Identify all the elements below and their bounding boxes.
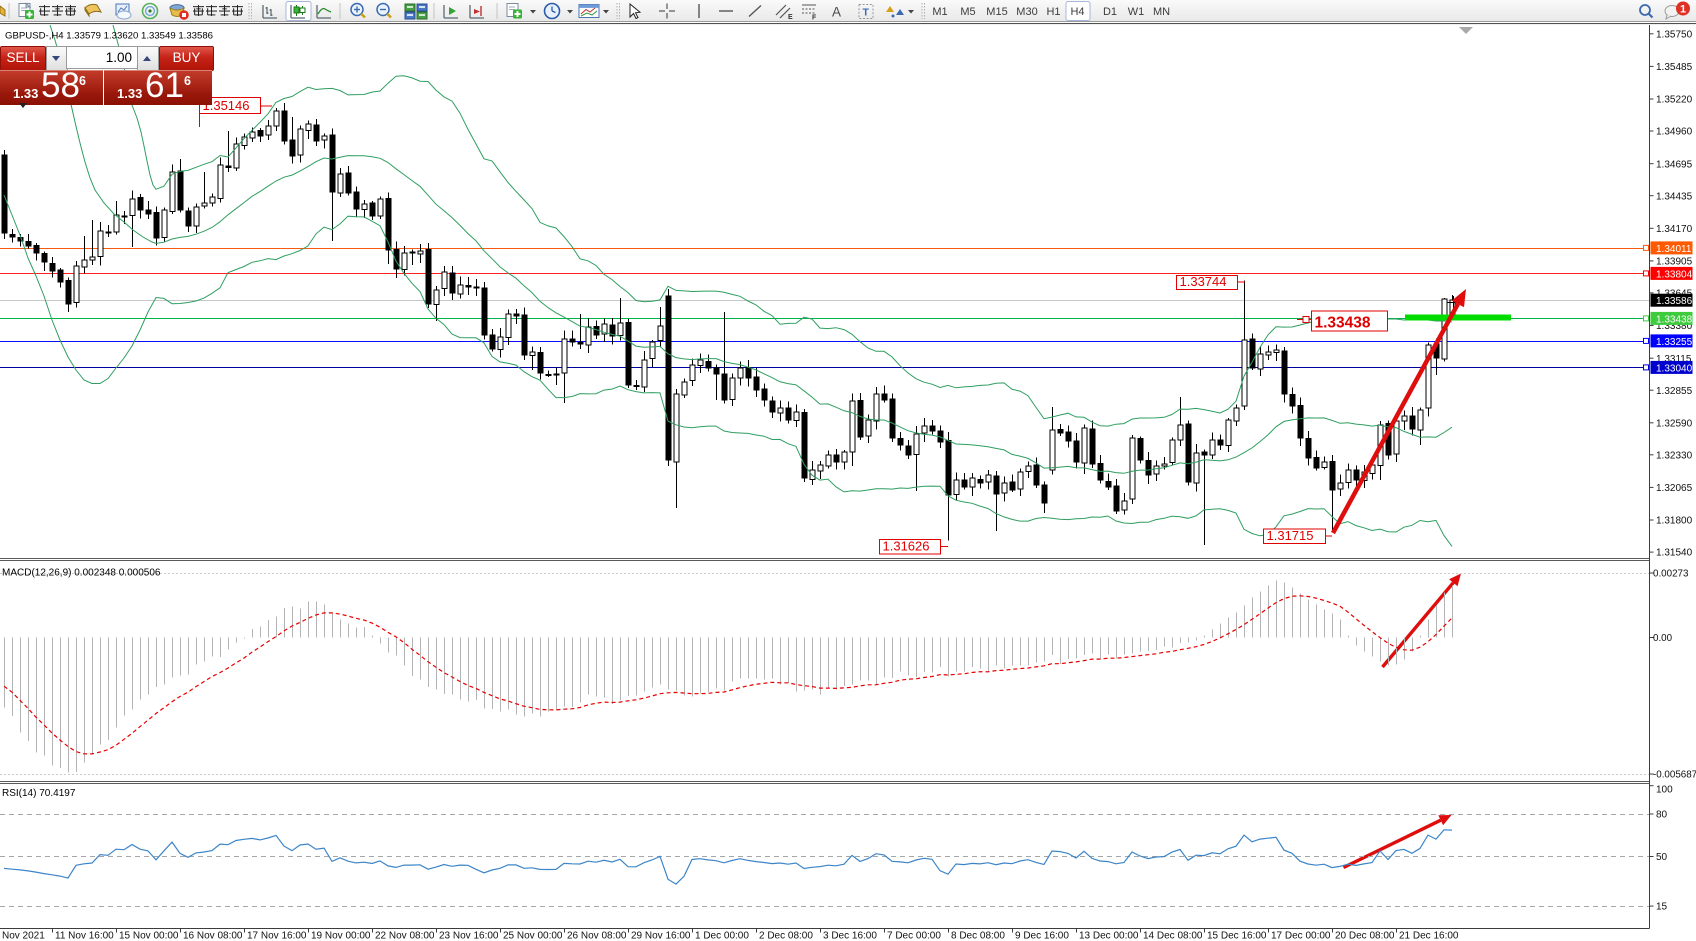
svg-text:1.33586: 1.33586 xyxy=(1656,296,1693,307)
svg-text:1.31540: 1.31540 xyxy=(1656,548,1693,559)
svg-text:1.33905: 1.33905 xyxy=(1656,257,1693,268)
svg-text:26 Nov 08:00: 26 Nov 08:00 xyxy=(567,931,627,941)
svg-text:1.32330: 1.32330 xyxy=(1656,450,1693,461)
svg-text:1.33040: 1.33040 xyxy=(1656,363,1693,374)
svg-text:1 Dec 00:00: 1 Dec 00:00 xyxy=(695,931,749,941)
svg-text:1.34011: 1.34011 xyxy=(1656,244,1692,255)
svg-text:GBPUSD-,H4 1.33579 1.33620 1.: GBPUSD-,H4 1.33579 1.33620 1.33549 1.335… xyxy=(5,31,213,42)
svg-text:T: T xyxy=(863,7,870,19)
svg-text:1.32590: 1.32590 xyxy=(1656,418,1693,429)
svg-text:7 Dec 00:00: 7 Dec 00:00 xyxy=(887,931,941,941)
svg-text:19 Nov 00:00: 19 Nov 00:00 xyxy=(311,931,371,941)
svg-text:A: A xyxy=(832,5,841,20)
svg-text:100: 100 xyxy=(1656,785,1673,796)
svg-text:1.31626: 1.31626 xyxy=(883,539,930,554)
svg-text:M30: M30 xyxy=(1016,6,1037,18)
svg-text:1: 1 xyxy=(1680,4,1686,16)
svg-text:22 Nov 08:00: 22 Nov 08:00 xyxy=(375,931,435,941)
svg-text:MACD(12,26,9) 0.002348 0.00050: MACD(12,26,9) 0.002348 0.000506 xyxy=(2,568,161,579)
svg-text:H1: H1 xyxy=(1046,6,1060,18)
svg-text:3 Dec 16:00: 3 Dec 16:00 xyxy=(823,931,877,941)
svg-text:16 Nov 08:00: 16 Nov 08:00 xyxy=(183,931,243,941)
svg-text:29 Nov 16:00: 29 Nov 16:00 xyxy=(631,931,691,941)
svg-text:1.31800: 1.31800 xyxy=(1656,516,1693,527)
svg-text:11 Nov 16:00: 11 Nov 16:00 xyxy=(55,931,114,941)
svg-text:80: 80 xyxy=(1656,810,1668,821)
svg-text:21 Dec 16:00: 21 Dec 16:00 xyxy=(1399,931,1459,941)
svg-text:0.00: 0.00 xyxy=(1653,633,1673,644)
svg-text:1.34435: 1.34435 xyxy=(1656,191,1693,202)
svg-text:1.33255: 1.33255 xyxy=(1656,337,1693,348)
svg-text:M1: M1 xyxy=(932,6,947,18)
svg-text:17 Nov 16:00: 17 Nov 16:00 xyxy=(247,931,307,941)
svg-text:17 Dec 00:00: 17 Dec 00:00 xyxy=(1271,931,1331,941)
svg-text:1.33438: 1.33438 xyxy=(1315,315,1371,332)
svg-text:15: 15 xyxy=(1656,902,1668,913)
svg-text:1.35220: 1.35220 xyxy=(1656,95,1693,106)
svg-text:13 Dec 00:00: 13 Dec 00:00 xyxy=(1079,931,1139,941)
svg-text:1.33744: 1.33744 xyxy=(1180,274,1227,289)
svg-text:8 Dec 08:00: 8 Dec 08:00 xyxy=(951,931,1005,941)
svg-text:1.34695: 1.34695 xyxy=(1656,159,1693,170)
svg-text:9 Dec 16:00: 9 Dec 16:00 xyxy=(1015,931,1069,941)
svg-text:14 Dec 08:00: 14 Dec 08:00 xyxy=(1143,931,1203,941)
svg-text:1.33438: 1.33438 xyxy=(1656,314,1693,325)
svg-text:20 Dec 08:00: 20 Dec 08:00 xyxy=(1335,931,1395,941)
svg-text:E: E xyxy=(788,14,793,21)
svg-text:M5: M5 xyxy=(960,6,975,18)
svg-text:M15: M15 xyxy=(986,6,1007,18)
svg-text:Nov 2021: Nov 2021 xyxy=(2,931,45,941)
svg-text:23 Nov 16:00: 23 Nov 16:00 xyxy=(439,931,499,941)
svg-text:50: 50 xyxy=(1656,852,1668,863)
svg-text:15 Nov 00:00: 15 Nov 00:00 xyxy=(119,931,179,941)
svg-text:F: F xyxy=(812,15,817,22)
svg-text:RSI(14) 70.4197: RSI(14) 70.4197 xyxy=(2,788,76,799)
svg-text:15 Dec 16:00: 15 Dec 16:00 xyxy=(1207,931,1267,941)
svg-text:0.00273: 0.00273 xyxy=(1653,569,1689,580)
svg-text:1.35146: 1.35146 xyxy=(203,98,250,113)
svg-text:1.32065: 1.32065 xyxy=(1656,483,1693,494)
svg-text:1.35750: 1.35750 xyxy=(1656,29,1693,40)
svg-text:MN: MN xyxy=(1153,6,1170,18)
svg-text:1.35485: 1.35485 xyxy=(1656,62,1693,73)
svg-text:1.32855: 1.32855 xyxy=(1656,386,1693,397)
svg-text:1.33804: 1.33804 xyxy=(1656,269,1693,280)
svg-text:25 Nov 00:00: 25 Nov 00:00 xyxy=(503,931,563,941)
svg-text:1.33115: 1.33115 xyxy=(1656,354,1692,365)
svg-text:1.34960: 1.34960 xyxy=(1656,127,1693,138)
svg-text:-0.005687: -0.005687 xyxy=(1653,770,1696,781)
svg-text:W1: W1 xyxy=(1128,6,1145,18)
svg-text:D1: D1 xyxy=(1103,6,1117,18)
svg-text:1.34170: 1.34170 xyxy=(1656,224,1693,235)
svg-text:1.33380: 1.33380 xyxy=(1656,321,1693,332)
svg-text:1.31715: 1.31715 xyxy=(1267,528,1314,543)
svg-text:H4: H4 xyxy=(1070,6,1084,18)
svg-text:2 Dec 08:00: 2 Dec 08:00 xyxy=(759,931,813,941)
